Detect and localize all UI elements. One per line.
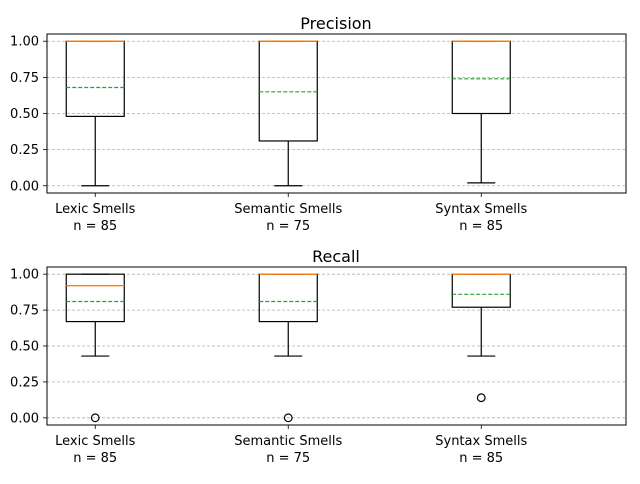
recall-ytick-label: 0.00: [10, 411, 39, 426]
recall-plot-area: 0.00 0.25 0.50 0.75 1.00 Lexic Smells n = 85 Se…: [10, 266, 627, 466]
precision-panel: Precision 0.00 0.25 0.50 0.75 1.00 Lexic Smel…: [10, 14, 627, 234]
recall-box-syntax-smells: [451, 273, 511, 403]
precision-box-syntax-smells: [451, 40, 511, 184]
precision-plot-area: 0.00 0.25 0.50 0.75 1.00 Lexic Smells n = 85 Se…: [10, 33, 627, 234]
recall-ytick-label: 0.25: [10, 375, 39, 390]
recall-box-semantic-smells: [258, 273, 318, 423]
precision-xtick-count: n = 85: [73, 219, 117, 234]
recall-box-lexic-smells: [65, 273, 125, 423]
precision-axes-frame: [46, 33, 627, 194]
precision-ytick-label: 0.00: [10, 179, 39, 194]
recall-panel: Recall 0.00 0.25 0.50 0.75 1.00 Lexic Smells n…: [10, 247, 627, 466]
recall-xtick-count: n = 85: [73, 451, 117, 466]
precision-xtick-count: n = 75: [266, 219, 310, 234]
recall-axes-frame: [46, 266, 627, 426]
recall-ytick-label: 0.75: [10, 304, 39, 319]
precision-xtick-label: Semantic Smells: [234, 202, 342, 217]
iqr-box: [65, 273, 125, 323]
recall-ytick-label: 1.00: [10, 268, 39, 283]
outlier-point: [476, 393, 486, 403]
precision-ytick-label: 0.50: [10, 107, 39, 122]
precision-box-semantic-smells: [258, 40, 318, 187]
recall-xtick-count: n = 85: [459, 451, 503, 466]
recall-ytick-label: 0.50: [10, 340, 39, 355]
precision-xtick-label: Lexic Smells: [55, 202, 136, 217]
precision-ytick-label: 1.00: [10, 35, 39, 50]
recall-xtick-label: Syntax Smells: [435, 434, 527, 449]
precision-box-lexic-smells: [65, 40, 125, 187]
outlier-point: [90, 413, 100, 423]
precision-xtick-count: n = 85: [459, 219, 503, 234]
precision-ytick-label: 0.25: [10, 143, 39, 158]
recall-xtick-count: n = 75: [266, 451, 310, 466]
precision-xtick-label: Syntax Smells: [435, 202, 527, 217]
recall-xtick-label: Lexic Smells: [55, 434, 136, 449]
recall-title: Recall: [312, 247, 360, 266]
precision-title: Precision: [300, 14, 371, 33]
outlier-point: [283, 413, 293, 423]
recall-xtick-label: Semantic Smells: [234, 434, 342, 449]
precision-ytick-label: 0.75: [10, 71, 39, 86]
